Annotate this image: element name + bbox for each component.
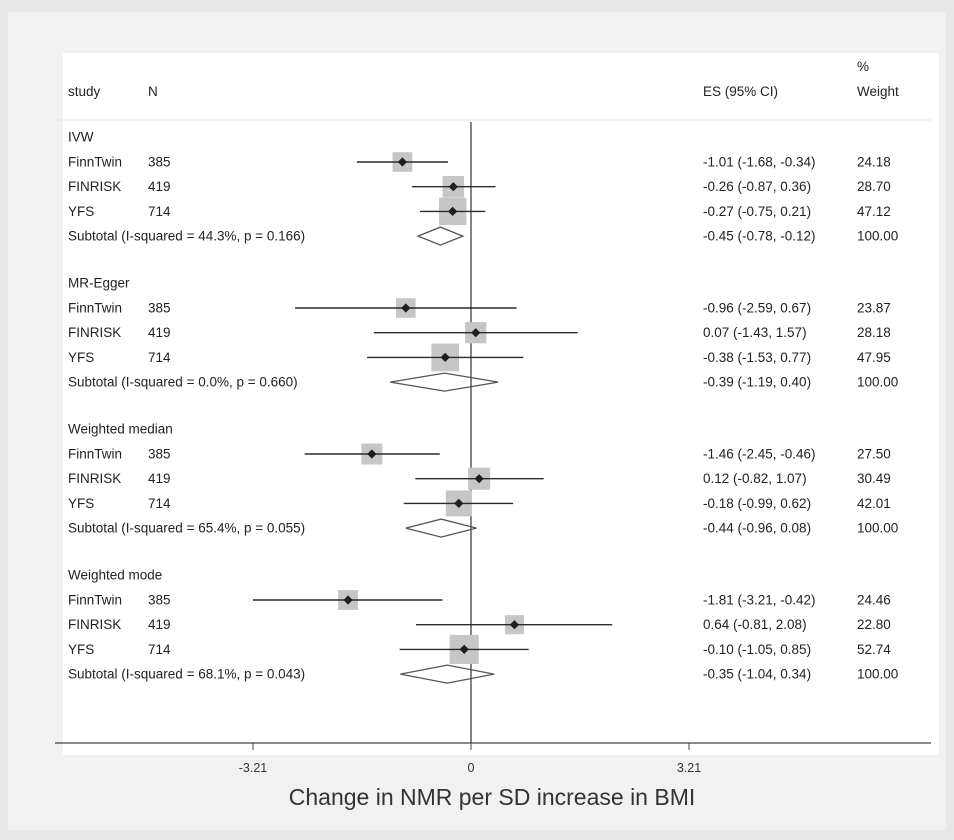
study-n: 385 [148,447,171,462]
header-weight: Weight [857,84,899,99]
weight-text: 28.70 [857,179,891,194]
header-n: N [148,84,158,99]
study-label: YFS [68,204,94,219]
subtotal-label: Subtotal (I-squared = 68.1%, p = 0.043) [68,667,305,682]
study-label: FINRISK [68,325,121,340]
study-n: 714 [148,350,171,365]
subtotal-es-text: -0.35 (-1.04, 0.34) [703,667,811,682]
subtotal-weight-text: 100.00 [857,521,898,536]
weight-text: 27.50 [857,447,891,462]
study-label: FINRISK [68,617,121,632]
study-label: FINRISK [68,471,121,486]
subtotal-label: Subtotal (I-squared = 0.0%, p = 0.660) [68,375,298,390]
x-axis-title: Change in NMR per SD increase in BMI [289,784,696,810]
subtotal-es-text: -0.39 (-1.19, 0.40) [703,375,811,390]
study-label: YFS [68,642,94,657]
study-label: FinnTwin [68,593,122,608]
subtotal-weight-text: 100.00 [857,667,898,682]
es-ci-text: 0.07 (-1.43, 1.57) [703,325,807,340]
weight-text: 24.18 [857,155,891,170]
point-estimate [454,498,464,508]
study-label: FinnTwin [68,301,122,316]
point-estimate [343,595,353,605]
point-estimate [397,157,408,167]
study-n: 714 [148,204,171,219]
x-tick-label: -3.21 [239,761,268,775]
subtotal-label: Subtotal (I-squared = 65.4%, p = 0.055) [68,521,305,536]
group-title: MR-Egger [68,275,130,290]
weight-text: 52.74 [857,642,891,657]
header-es: ES (95% CI) [703,84,778,99]
weight-text: 22.80 [857,617,891,632]
es-ci-text: 0.12 (-0.82, 1.07) [703,471,807,486]
study-label: FINRISK [68,179,121,194]
subtotal-es-text: -0.45 (-0.78, -0.12) [703,229,816,244]
es-ci-text: -0.10 (-1.05, 0.85) [703,642,811,657]
study-n: 385 [148,593,171,608]
study-n: 419 [148,617,171,632]
point-estimate [459,644,469,654]
header-study: study [68,84,101,99]
study-label: FinnTwin [68,155,122,170]
study-n: 419 [148,179,171,194]
es-ci-text: -0.26 (-0.87, 0.36) [703,179,811,194]
weight-text: 24.46 [857,593,891,608]
point-estimate [474,474,484,484]
study-n: 385 [148,301,171,316]
es-ci-text: -1.01 (-1.68, -0.34) [703,155,816,170]
graph-region [8,12,946,830]
study-n: 419 [148,325,171,340]
weight-text: 30.49 [857,471,891,486]
subtotal-es-text: -0.44 (-0.96, 0.08) [703,521,811,536]
x-tick-label: 0 [468,761,475,775]
group-title: Weighted median [68,421,173,436]
es-ci-text: -1.81 (-3.21, -0.42) [703,593,816,608]
weight-text: 47.95 [857,350,891,365]
es-ci-text: -0.96 (-2.59, 0.67) [703,301,811,316]
study-n: 385 [148,155,171,170]
point-estimate [448,206,458,216]
study-label: YFS [68,496,94,511]
study-n: 419 [148,471,171,486]
point-estimate [509,620,520,630]
es-ci-text: -1.46 (-2.45, -0.46) [703,447,816,462]
subtotal-diamond [405,518,477,538]
point-estimate [448,182,458,192]
group-title: Weighted mode [68,567,162,582]
subtotal-label: Subtotal (I-squared = 44.3%, p = 0.166) [68,229,305,244]
weight-text: 47.12 [857,204,891,219]
es-ci-text: 0.64 (-0.81, 2.08) [703,617,807,632]
point-estimate [471,328,481,338]
subtotal-weight-text: 100.00 [857,375,898,390]
weight-text: 28.18 [857,325,891,340]
point-estimate [440,352,450,362]
weight-text: 42.01 [857,496,891,511]
subtotal-diamond [416,226,465,246]
header-weight-pct: % [857,59,869,74]
study-n: 714 [148,496,171,511]
es-ci-text: -0.38 (-1.53, 0.77) [703,350,811,365]
es-ci-text: -0.27 (-0.75, 0.21) [703,204,811,219]
x-tick-label: 3.21 [677,761,701,775]
subtotal-diamond [390,372,499,392]
study-label: FinnTwin [68,447,122,462]
study-label: YFS [68,350,94,365]
point-estimate [367,449,377,459]
weight-text: 23.87 [857,301,891,316]
plot-region [63,53,939,755]
subtotal-diamond [400,664,495,684]
subtotal-weight-text: 100.00 [857,229,898,244]
study-n: 714 [148,642,171,657]
group-title: IVW [68,129,94,144]
point-estimate [401,303,411,313]
es-ci-text: -0.18 (-0.99, 0.62) [703,496,811,511]
